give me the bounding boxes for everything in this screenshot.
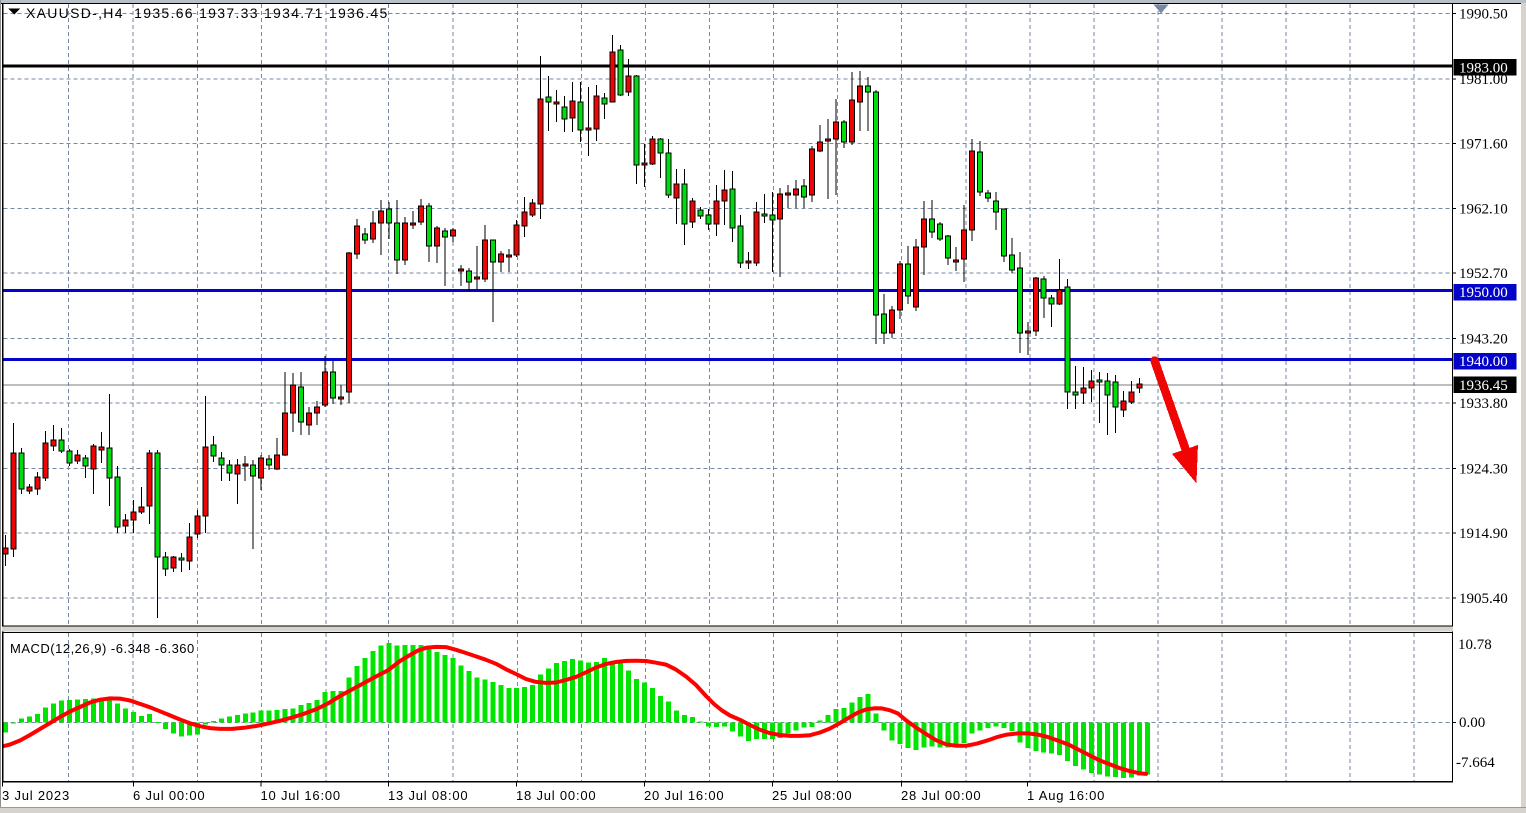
svg-text:1981.00: 1981.00 (1459, 72, 1508, 88)
svg-text:1943.20: 1943.20 (1459, 332, 1508, 348)
svg-text:1950.00: 1950.00 (1459, 285, 1508, 301)
svg-text:1914.90: 1914.90 (1459, 526, 1508, 542)
svg-text:1990.50: 1990.50 (1459, 7, 1508, 23)
svg-text:25 Jul 08:00: 25 Jul 08:00 (772, 788, 852, 803)
svg-text:1983.00: 1983.00 (1459, 60, 1508, 76)
svg-text:28 Jul 00:00: 28 Jul 00:00 (901, 788, 981, 803)
svg-text:XAUUSD-,H4 1935.66 1937.33 19: XAUUSD-,H4 1935.66 1937.33 1934.71 1936.… (26, 5, 389, 21)
svg-text:1971.60: 1971.60 (1459, 136, 1508, 152)
svg-text:10.78: 10.78 (1458, 637, 1492, 653)
svg-text:20 Jul 16:00: 20 Jul 16:00 (644, 788, 724, 803)
svg-text:1936.45: 1936.45 (1459, 378, 1508, 394)
svg-text:6 Jul 00:00: 6 Jul 00:00 (133, 788, 205, 803)
svg-text:1924.30: 1924.30 (1459, 461, 1508, 477)
svg-text:18 Jul 00:00: 18 Jul 00:00 (516, 788, 596, 803)
svg-text:0.00: 0.00 (1459, 715, 1485, 731)
svg-text:-7.664: -7.664 (1456, 755, 1495, 771)
svg-text:1933.80: 1933.80 (1459, 396, 1508, 412)
svg-text:MACD(12,26,9) -6.348 -6.360: MACD(12,26,9) -6.348 -6.360 (10, 641, 195, 656)
svg-text:1952.70: 1952.70 (1459, 266, 1508, 282)
svg-text:3 Jul 2023: 3 Jul 2023 (2, 788, 70, 803)
svg-text:1940.00: 1940.00 (1459, 354, 1508, 370)
svg-text:1 Aug 16:00: 1 Aug 16:00 (1027, 788, 1105, 803)
svg-text:1962.10: 1962.10 (1459, 202, 1508, 218)
svg-text:10 Jul 16:00: 10 Jul 16:00 (261, 788, 341, 803)
svg-text:13 Jul 08:00: 13 Jul 08:00 (388, 788, 468, 803)
svg-text:1905.40: 1905.40 (1459, 591, 1508, 607)
